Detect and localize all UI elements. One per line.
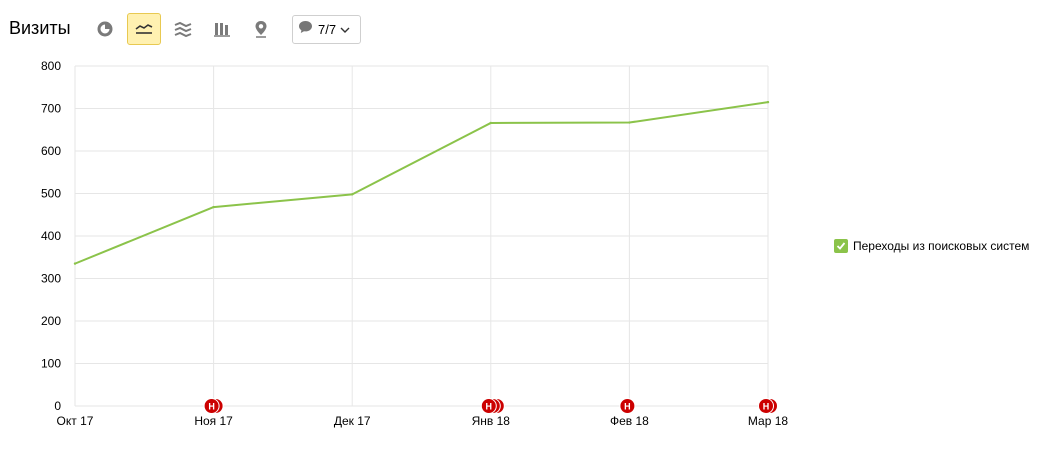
comments-dropdown[interactable]: 7/7 <box>292 15 361 44</box>
data-point <box>212 205 215 209</box>
line-chart-icon <box>135 22 153 36</box>
area-chart-icon <box>174 21 192 37</box>
comment-icon <box>298 20 313 39</box>
legend-item[interactable]: Переходы из поисковых систем <box>834 239 1029 253</box>
chevron-down-icon <box>340 21 350 39</box>
x-tick-label: Фев 18 <box>610 414 649 428</box>
data-point <box>73 262 77 265</box>
chart-area: 0 100 200 300 400 500 600 700 800 Окт 17 Ноя 17 Дек… <box>0 56 800 446</box>
y-tick-label: 0 <box>54 399 61 413</box>
x-tick-label: Ноя 17 <box>194 414 233 428</box>
annotation-label: Н <box>486 402 493 412</box>
series-line <box>74 101 769 265</box>
annotation-marker <box>758 398 774 414</box>
y-tick-label: 300 <box>41 272 61 286</box>
area-chart-button[interactable] <box>166 13 200 45</box>
map-chart-button[interactable] <box>244 13 278 45</box>
legend-label: Переходы из поисковых систем <box>853 239 1030 253</box>
x-tick-label: Дек 17 <box>334 414 371 428</box>
y-tick-label: 500 <box>41 187 61 201</box>
chart-title: Визиты <box>9 18 71 38</box>
annotation-label: Н <box>208 402 215 412</box>
y-tick-label: 200 <box>41 314 61 328</box>
line-chart-button[interactable] <box>127 13 161 45</box>
x-tick-label: Мар 18 <box>748 414 788 428</box>
annotation-marker <box>619 398 636 414</box>
bar-chart-button[interactable] <box>205 13 239 45</box>
data-point <box>489 121 492 125</box>
annotation-label: Н <box>763 402 770 412</box>
annotation-label: Н <box>624 402 631 412</box>
checkbox-checked-icon[interactable] <box>834 239 848 253</box>
x-tick-label: Окт 17 <box>57 414 94 428</box>
data-point <box>766 100 770 104</box>
annotation-marker <box>203 398 220 414</box>
comments-count: 7/7 <box>318 22 337 37</box>
y-tick-label: 600 <box>41 144 61 158</box>
data-point <box>351 193 354 196</box>
x-tick-label: Янв 18 <box>472 414 511 428</box>
pie-chart-button[interactable] <box>88 13 122 45</box>
bar-chart-icon <box>214 21 230 37</box>
y-tick-label: 400 <box>41 229 61 243</box>
y-tick-label: 100 <box>41 357 61 371</box>
annotation-marker <box>480 398 497 414</box>
data-point <box>628 121 631 124</box>
pie-chart-icon <box>97 21 113 37</box>
line-chart: 0 100 200 300 400 500 600 700 800 Окт 17 Ноя 17 Дек… <box>41 59 788 428</box>
chart-toolbar: Визиты <box>0 0 1056 56</box>
y-tick-label: 800 <box>41 59 61 73</box>
y-tick-label: 700 <box>41 102 61 116</box>
map-pin-icon <box>253 20 269 38</box>
